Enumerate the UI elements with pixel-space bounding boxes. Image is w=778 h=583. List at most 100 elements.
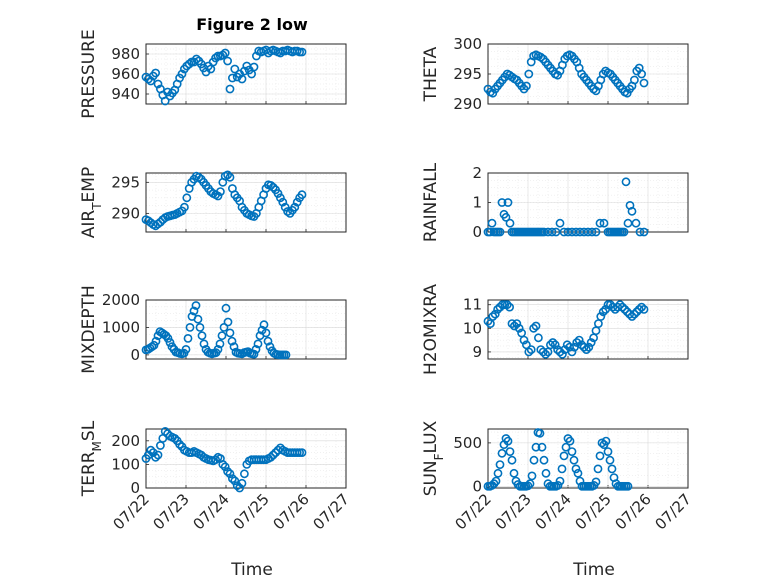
data-point: [175, 439, 184, 449]
data-point: [505, 447, 515, 456]
data-point: [509, 468, 519, 478]
data-point: [197, 331, 207, 341]
data-point: [225, 172, 235, 182]
data-point: [261, 328, 271, 338]
data-point: [268, 182, 278, 192]
data-point: [217, 331, 227, 341]
y-tick-label: 2: [472, 164, 482, 182]
y-axis-label: SUNFLUX: [421, 420, 446, 496]
data-point: [527, 471, 537, 481]
data-point: [541, 468, 551, 478]
data-point: [534, 333, 543, 343]
data-point: [567, 447, 577, 456]
data-point: [249, 349, 259, 359]
data-point: [572, 338, 582, 347]
y-axis-label: TERRMSL: [79, 420, 104, 497]
data-point: [523, 481, 533, 491]
data-point: [237, 478, 247, 488]
data-point: [619, 227, 629, 237]
data-point: [598, 307, 608, 317]
data-point: [221, 303, 231, 313]
data-point: [558, 349, 567, 359]
data-point: [574, 335, 584, 345]
data-point: [495, 460, 505, 469]
data-point: [281, 350, 291, 360]
data-point: [571, 464, 581, 474]
data-point: [537, 442, 547, 452]
data-point: [584, 342, 594, 352]
data-point: [550, 340, 560, 350]
y-tick-label: 0: [472, 477, 482, 495]
data-point: [510, 321, 519, 331]
data-point: [621, 177, 631, 187]
data-point: [502, 300, 512, 310]
x-tick-label: 07/26: [270, 490, 313, 533]
data-point: [596, 312, 606, 321]
data-point: [524, 69, 534, 79]
data-point: [297, 448, 307, 457]
data-point: [488, 312, 498, 321]
subplot-rainfall: 0 1 2 RAINFALL: [421, 162, 689, 242]
data-point: [501, 212, 511, 222]
data-point: [525, 479, 535, 489]
data-point: [495, 227, 505, 237]
y-tick-label: 10: [463, 319, 482, 337]
data-point: [607, 464, 617, 474]
data-point: [283, 207, 292, 216]
data-point: [595, 451, 605, 461]
data-point: [491, 476, 501, 486]
data-point: [512, 319, 522, 328]
data-point: [630, 309, 639, 319]
data-point: [232, 481, 242, 490]
data-point: [213, 191, 223, 201]
data-point: [565, 342, 574, 352]
data-point: [559, 451, 569, 461]
data-point: [163, 333, 173, 343]
data-point: [634, 304, 644, 314]
data-point: [194, 172, 204, 182]
data-point: [591, 86, 601, 96]
data-point: [146, 445, 156, 455]
data-point: [507, 455, 517, 465]
data-point: [220, 462, 230, 472]
data-point: [182, 193, 192, 203]
data-point: [189, 306, 199, 316]
data-point: [225, 469, 235, 479]
data-point: [497, 198, 507, 207]
data-point: [266, 180, 276, 190]
data-point: [599, 218, 609, 228]
x-tick-label: 07/26: [612, 490, 655, 533]
y-tick-label: 295: [453, 65, 482, 83]
subplot-theta: 290 295 300 THETA: [421, 35, 689, 113]
data-point: [497, 448, 507, 458]
data-point: [151, 336, 161, 346]
data-point: [529, 323, 538, 333]
data-point: [229, 342, 239, 352]
data-point: [225, 328, 235, 338]
y-tick-label: 9: [472, 343, 482, 361]
y-axis-label: PRESSURE: [79, 29, 99, 118]
data-point: [151, 68, 160, 78]
data-point: [623, 481, 633, 491]
data-point: [160, 96, 170, 106]
data-point: [637, 302, 646, 312]
data-point: [593, 464, 603, 474]
data-point: [567, 347, 577, 357]
data-point: [555, 347, 565, 357]
data-point: [493, 304, 502, 314]
data-point: [239, 66, 249, 76]
data-point: [211, 455, 220, 465]
x-tick-label: 07/23: [492, 490, 535, 533]
data-point: [148, 448, 158, 457]
data-point: [237, 74, 247, 84]
y-tick-label: 290: [111, 204, 140, 222]
data-point: [146, 76, 156, 86]
data-point: [191, 54, 201, 64]
data-point: [195, 322, 205, 332]
data-point: [211, 53, 220, 63]
x-tick-label: 07/25: [572, 490, 615, 533]
data-point: [601, 436, 611, 446]
axes-frame: [487, 43, 689, 105]
